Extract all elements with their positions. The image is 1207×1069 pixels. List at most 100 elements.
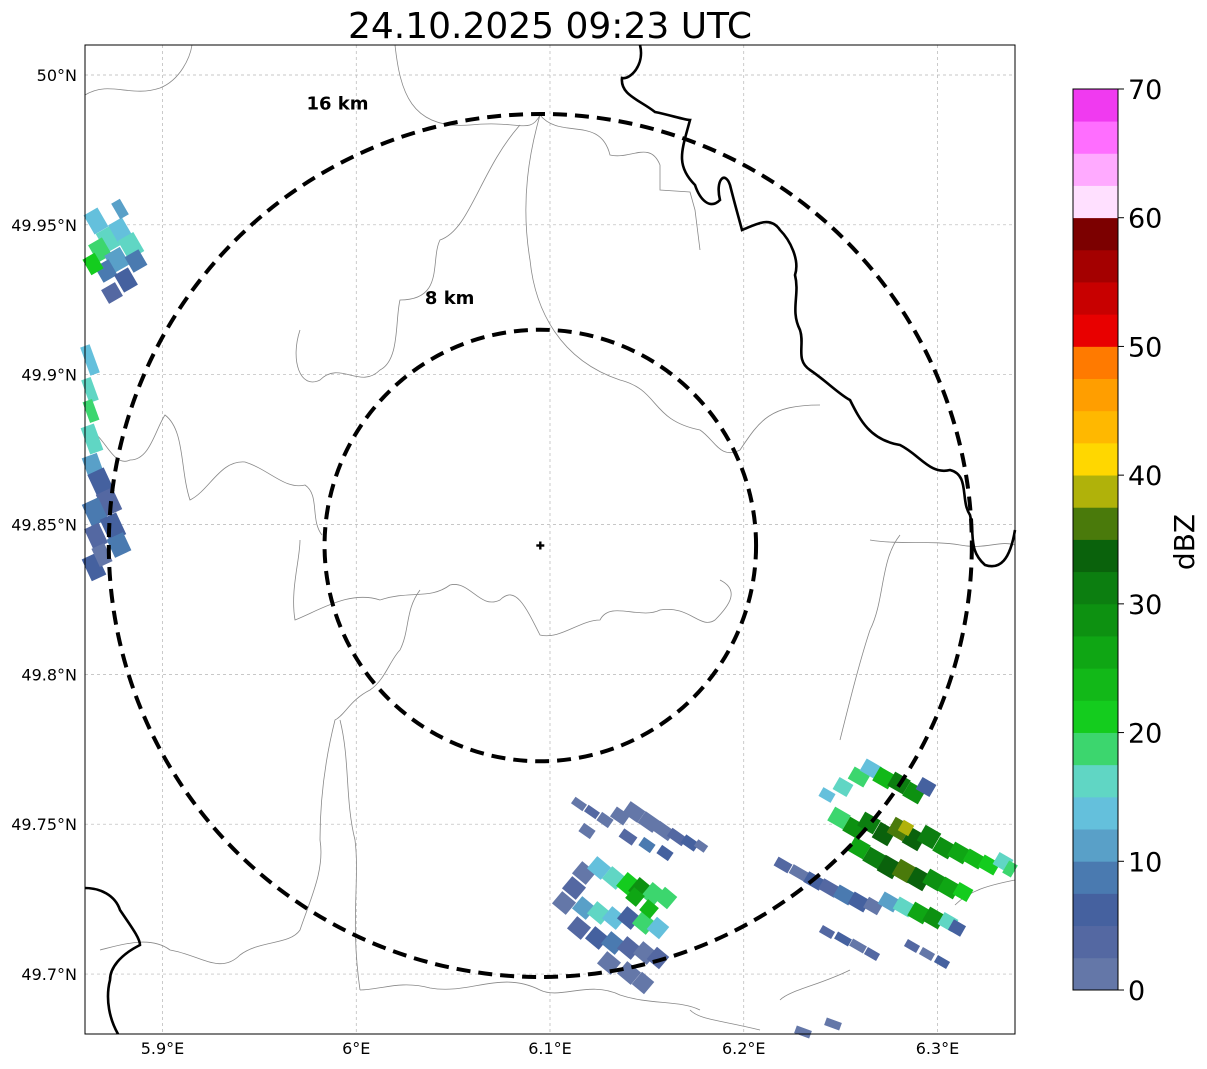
colorbar-segment: [1073, 636, 1118, 669]
boundary-line: [779, 969, 851, 1001]
radar-echo-cell: [977, 854, 1001, 876]
lat-tick-label: 49.8°N: [21, 665, 77, 684]
radar-echo-cell: [794, 1025, 812, 1039]
radar-echo-cell: [101, 282, 123, 304]
lon-tick-label: 5.9°E: [141, 1039, 185, 1058]
colorbar-tick-labels: 0 10 20 30 40 50 60 70: [1118, 75, 1162, 1007]
radar-echo-cell: [639, 899, 659, 919]
gridlines: [85, 45, 1015, 1034]
radar-echo-cell: [646, 916, 670, 940]
radar-echo-cell: [863, 947, 881, 961]
radar-echo-cell: [693, 839, 709, 853]
border-line: [620, 44, 1017, 568]
colorbar-frame: [1072, 88, 1119, 991]
radar-center-marker: [536, 541, 545, 550]
latitude-tick-labels: 50°N 49.95°N 49.9°N 49.85°N 49.8°N 49.75°N 49.…: [11, 66, 77, 984]
radar-echo-cell: [551, 891, 577, 915]
colorbar-segment: [1073, 829, 1118, 862]
radar-echo-cell: [834, 931, 852, 947]
boundary-line: [689, 1009, 761, 1031]
colorbar-segment: [1073, 475, 1118, 508]
colorbar-segment: [1073, 764, 1118, 798]
colorbar-segment: [1073, 539, 1118, 573]
radar-echo-cell: [618, 828, 638, 846]
radar-echo-cell: [81, 552, 107, 582]
radar-echo-cell: [586, 856, 612, 880]
colorbar-segment: [1073, 571, 1118, 605]
radar-echo-cell: [916, 824, 942, 850]
radar-echo-cell: [570, 796, 588, 812]
radar-echo-cell: [847, 836, 871, 860]
boundary-line: [84, 44, 193, 96]
colorbar-tick-label: 10: [1128, 847, 1162, 878]
colorbar-tick-label: 40: [1128, 461, 1162, 492]
radar-echo-cell: [111, 198, 129, 220]
radar-echo-cell: [83, 207, 109, 235]
boundary-line: [359, 981, 701, 1011]
colorbar-segment: [1073, 700, 1118, 733]
radar-echo-cell: [82, 398, 100, 424]
lon-tick-label: 6°E: [342, 1039, 370, 1058]
radar-echo-cell: [641, 881, 665, 907]
map-title: 24.10.2025 09:23 UTC: [348, 6, 752, 47]
radar-echo-cell: [571, 861, 597, 885]
country-border: [84, 44, 1017, 1035]
radar-echo-cell: [631, 971, 655, 995]
radar-echo-cell: [1002, 860, 1018, 878]
colorbar-tick-label: 30: [1128, 590, 1162, 621]
radar-echo-cell: [863, 896, 883, 916]
radar-echo-cell: [596, 811, 614, 829]
radar-echo-cell: [788, 864, 810, 882]
lat-tick-label: 50°N: [37, 66, 77, 85]
colorbar-segment: [1073, 282, 1118, 315]
borders: [84, 44, 1016, 1031]
radar-echo-cell: [622, 801, 646, 823]
colorbar-segment: [1073, 957, 1118, 991]
radar-echo-cell: [638, 836, 656, 854]
radar-echo-cell: [680, 834, 700, 852]
colorbar-segment: [1073, 89, 1118, 122]
colorbar-segment: [1073, 346, 1118, 380]
radar-echo-cell: [80, 423, 104, 455]
range-ring-16km: [106, 111, 974, 980]
colorbar-segment: [1073, 893, 1118, 927]
boundary-line: [84, 414, 323, 536]
radar-echo-cell: [897, 819, 915, 837]
colorbar-segment: [1073, 925, 1118, 959]
colorbar-tick-label: 60: [1128, 204, 1162, 235]
radar-echo-cell: [918, 947, 936, 961]
boundary-line: [869, 539, 1016, 547]
radar-echo-cell: [933, 955, 951, 969]
range-ring-8km: [322, 327, 759, 764]
radar-echo-cell: [832, 776, 854, 798]
colorbar-segment: [1073, 732, 1118, 766]
colorbar-segment: [1073, 121, 1118, 154]
radar-echo-cell: [566, 916, 592, 940]
lat-tick-label: 49.7°N: [21, 965, 77, 984]
colorbar-segment: [1073, 217, 1118, 251]
radar-echo-cell: [654, 886, 678, 910]
colorbar-segment: [1073, 442, 1118, 476]
radar-echo-cell: [847, 766, 871, 788]
radar-echo-cell: [610, 806, 630, 826]
radar-echo-cell: [84, 522, 108, 550]
colorbar-segment: [1073, 378, 1118, 412]
radar-echo-cell: [625, 887, 645, 907]
radar-echo-cell: [81, 377, 99, 403]
radar-echo-cell: [824, 1017, 842, 1031]
radar-echo-cell: [773, 856, 793, 874]
colorbar-segment: [1073, 668, 1118, 701]
radar-echo-cell: [82, 252, 104, 276]
colorbar: [1072, 88, 1119, 991]
colorbar-tick-label: 50: [1128, 332, 1162, 363]
boundary-line: [525, 114, 821, 453]
range-ring-label-8km: 8 km: [425, 288, 475, 309]
colorbar-tick-label: 20: [1128, 719, 1162, 750]
colorbar-tick-label: 0: [1128, 976, 1145, 1007]
radar-echoes: [80, 198, 1018, 1039]
radar-echo-cell: [114, 267, 138, 293]
radar-echo-cell: [906, 866, 932, 892]
radar-echo-cell: [922, 868, 946, 892]
range-ring-label-16km: 16 km: [306, 94, 368, 115]
